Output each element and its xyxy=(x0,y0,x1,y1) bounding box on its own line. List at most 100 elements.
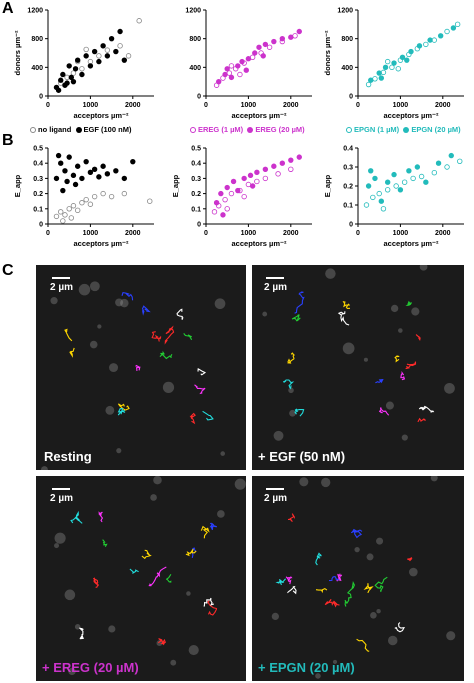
data-point xyxy=(70,78,77,85)
fluorescent-spot xyxy=(342,342,355,355)
data-point xyxy=(380,206,387,212)
data-point xyxy=(68,74,75,81)
data-point xyxy=(401,179,408,185)
data-point xyxy=(222,196,228,203)
data-point xyxy=(87,63,94,69)
plot-a1: 0 1000 2000 0 400 800 1200 acceptors µm⁻² donors… xyxy=(13,8,154,120)
data-point xyxy=(68,215,75,221)
y-tick-label: 0.2 xyxy=(191,191,201,198)
fluorescent-spot xyxy=(315,673,321,679)
trajectory xyxy=(282,379,295,390)
data-point xyxy=(391,171,397,178)
trajectory xyxy=(328,575,339,582)
fluorescent-spot xyxy=(153,476,162,485)
data-point xyxy=(365,183,372,189)
data-point xyxy=(72,181,79,188)
trajectory xyxy=(337,311,350,326)
trajectory xyxy=(287,585,297,595)
trajectory xyxy=(287,513,295,522)
data-point xyxy=(66,63,72,69)
scale-bar xyxy=(266,277,284,279)
fluorescent-spot xyxy=(234,478,246,490)
legend-label: no ligand xyxy=(38,125,72,134)
trajectory xyxy=(375,378,384,384)
data-point xyxy=(437,33,444,39)
fluorescent-spot xyxy=(78,283,91,296)
trajectory xyxy=(405,300,412,306)
open-circle-icon xyxy=(346,127,352,134)
panel-letter-b: B xyxy=(2,132,14,149)
fluorescent-spot xyxy=(411,307,420,316)
data-point xyxy=(83,196,89,203)
y-axis-label: E_app xyxy=(13,174,22,197)
y-tick-label: 800 xyxy=(31,36,43,43)
fluorescent-spot xyxy=(220,451,225,456)
data-point xyxy=(74,207,81,214)
trajectory xyxy=(141,305,151,316)
trajectory xyxy=(363,583,374,594)
data-point xyxy=(60,218,66,224)
trajectory xyxy=(350,528,363,539)
data-point xyxy=(104,53,111,59)
fluorescent-spot xyxy=(262,311,268,317)
y-tick-label: 0 xyxy=(349,222,353,229)
data-point xyxy=(241,175,247,182)
data-point xyxy=(74,57,81,63)
fluorescent-spot xyxy=(444,382,455,394)
data-point xyxy=(370,194,376,201)
x-tick-label: 0 xyxy=(204,102,208,109)
y-tick-label: 0 xyxy=(39,222,43,229)
data-point xyxy=(296,154,302,160)
y-tick-label: 0.4 xyxy=(191,161,201,168)
x-tick-label: 0 xyxy=(46,102,50,109)
fluorescent-spot xyxy=(109,363,119,373)
data-point xyxy=(70,172,77,179)
y-tick-label: 1200 xyxy=(27,8,43,15)
trajectory xyxy=(70,510,83,524)
data-point xyxy=(391,60,397,66)
condition-label: + EPGN (20 µM) xyxy=(258,660,355,675)
y-tick-label: 0.1 xyxy=(33,206,43,213)
data-point xyxy=(58,160,64,166)
legend-epgn: EPGN (1 µM) EPGN (20 µM) xyxy=(346,125,461,134)
fluorescent-spot xyxy=(366,553,374,561)
data-point xyxy=(288,157,294,163)
fluorescent-spot xyxy=(325,268,336,279)
micrograph-egf: 2 µm + EGF (50 nM) xyxy=(252,265,464,470)
data-point xyxy=(55,87,62,93)
data-point xyxy=(121,57,128,63)
data-point xyxy=(384,58,391,65)
trajectory xyxy=(69,347,75,358)
trajectory xyxy=(287,352,295,364)
data-point xyxy=(91,48,98,55)
data-point xyxy=(121,175,128,182)
data-point xyxy=(376,190,382,197)
trajectory xyxy=(202,410,214,421)
data-point xyxy=(410,175,416,182)
data-point xyxy=(83,46,89,53)
legend-label: EREG (20 µM) xyxy=(255,125,305,134)
data-point xyxy=(58,77,64,83)
x-tick-label: 2000 xyxy=(125,230,141,237)
data-point xyxy=(104,47,111,53)
y-axis-label: donors µm⁻² xyxy=(13,30,22,75)
legend-ereg: EREG (1 µM) EREG (20 µM) xyxy=(190,125,305,134)
data-point xyxy=(389,64,395,71)
fluorescent-spot xyxy=(150,494,157,501)
fluorescent-spot xyxy=(162,381,175,393)
trajectory xyxy=(418,405,435,413)
trajectory xyxy=(197,368,207,376)
data-point xyxy=(108,193,115,200)
data-point xyxy=(444,28,450,35)
fluorescent-spot xyxy=(54,532,66,544)
trajectory xyxy=(417,417,426,423)
x-axis-label: acceptors µm⁻² xyxy=(384,111,439,120)
trajectory xyxy=(135,364,141,372)
data-point xyxy=(423,179,429,185)
trajectory xyxy=(79,627,84,640)
y-tick-label: 0.1 xyxy=(343,203,353,210)
legend-label: EPGN (20 µM) xyxy=(411,125,461,134)
data-point xyxy=(406,168,412,174)
filled-circle-icon xyxy=(75,127,82,134)
data-point xyxy=(247,172,254,179)
